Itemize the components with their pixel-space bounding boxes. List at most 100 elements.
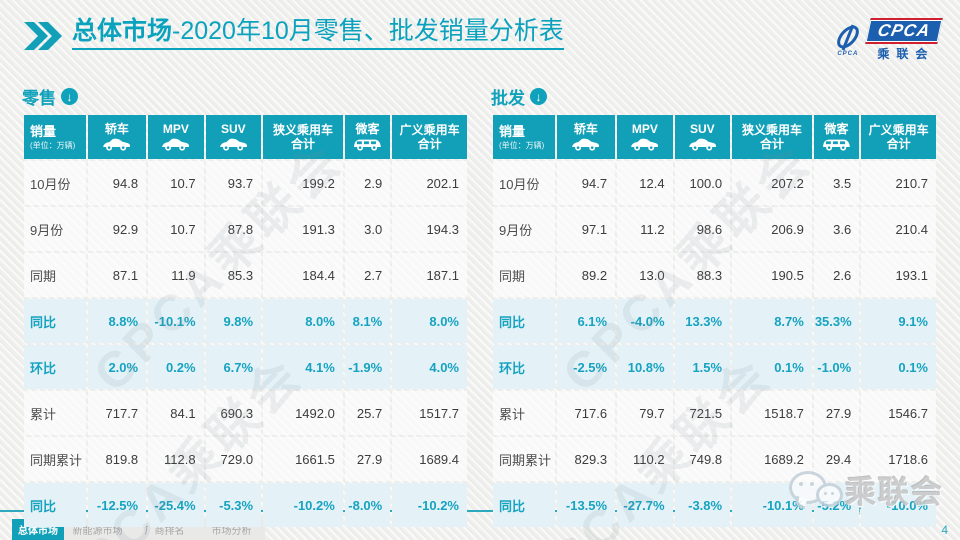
cell: 1492.0 [263, 391, 343, 435]
cell: 1546.7 [861, 391, 936, 435]
row-label: 同期累计 [493, 437, 555, 481]
table-row: 同期 89.2 13.0 88.3 190.5 2.6 193.1 [493, 253, 936, 297]
cell: 3.0 [344, 207, 391, 251]
cell: -5.3% [205, 483, 262, 527]
column-header: 狭义乘用车 合计 [732, 115, 812, 159]
cell: -13.5% [556, 483, 616, 527]
cell: 10.7 [148, 207, 204, 251]
cell: 194.3 [392, 207, 467, 251]
cell: 207.2 [732, 161, 812, 205]
cell: 13.3% [674, 299, 731, 343]
row-label: 同比 [24, 483, 86, 527]
cell: 6.1% [556, 299, 616, 343]
cell: 206.9 [732, 207, 812, 251]
table-row: 10月份 94.7 12.4 100.0 207.2 3.5 210.7 [493, 161, 936, 205]
row-label: 同期累计 [24, 437, 86, 481]
cell: 97.1 [556, 207, 616, 251]
table-row: 环比 -2.5% 10.8% 1.5% 0.1% -1.0% 0.1% [493, 345, 936, 389]
cell: 0.1% [732, 345, 812, 389]
cell: -10.2% [392, 483, 467, 527]
cell: 87.1 [87, 253, 147, 297]
column-header: MPV [617, 115, 673, 159]
cell: 84.1 [148, 391, 204, 435]
column-header: MPV [148, 115, 204, 159]
table-row: 同比 6.1% -4.0% 13.3% 8.7% 35.3% 9.1% [493, 299, 936, 343]
cell: 8.7% [732, 299, 812, 343]
cell: 4.1% [263, 345, 343, 389]
cell: -1.0% [813, 345, 860, 389]
cell: 8.0% [392, 299, 467, 343]
table-row: 10月份 94.8 10.7 93.7 199.2 2.9 202.1 [24, 161, 467, 205]
cell: 717.6 [556, 391, 616, 435]
cell: 721.5 [674, 391, 731, 435]
column-header: 微客 [344, 115, 391, 159]
cell: 98.6 [674, 207, 731, 251]
table-row: 9月份 92.9 10.7 87.8 191.3 3.0 194.3 [24, 207, 467, 251]
cell: -10.1% [148, 299, 204, 343]
wechat-org-text: 乘联会 [845, 475, 944, 510]
cell: 11.9 [148, 253, 204, 297]
cell: 10.7 [148, 161, 204, 205]
table-row: 同比 8.8% -10.1% 9.8% 8.0% 8.1% 8.0% [24, 299, 467, 343]
cell: -25.4% [148, 483, 204, 527]
cell: 1661.5 [263, 437, 343, 481]
cell: 100.0 [674, 161, 731, 205]
van-icon [816, 137, 857, 152]
row-label: 9月份 [24, 207, 86, 251]
column-header: SUV [674, 115, 731, 159]
cell: 819.8 [87, 437, 147, 481]
cell: 25.7 [344, 391, 391, 435]
wechat-watermark: 乘联会 [789, 467, 944, 512]
cell: 2.9 [344, 161, 391, 205]
cell: 8.1% [344, 299, 391, 343]
cell: 729.0 [205, 437, 262, 481]
cpca-acronym: CPCA [865, 18, 943, 44]
cpca-logo: CPCA CPCA 乘联会 [833, 16, 943, 62]
column-header-sales: 销量 (单位：万辆) [493, 115, 555, 159]
cell: 6.7% [205, 345, 262, 389]
car-icon [619, 137, 671, 152]
cell: 27.9 [344, 437, 391, 481]
cell: 9.1% [861, 299, 936, 343]
cell: 11.2 [617, 207, 673, 251]
cell: 690.3 [205, 391, 262, 435]
cell: -3.8% [674, 483, 731, 527]
column-header: 广义乘用车 合计 [861, 115, 936, 159]
cell: 88.3 [674, 253, 731, 297]
van-icon [347, 137, 388, 152]
cell: -10.0% [861, 483, 936, 527]
cell: 92.9 [87, 207, 147, 251]
car-icon [90, 137, 145, 152]
row-label: 累计 [24, 391, 86, 435]
page-title-rest: -2020年10月零售、批发销量分析表 [172, 17, 564, 45]
cell: 1689.2 [732, 437, 812, 481]
header: 总体市场-2020年10月零售、批发销量分析表 CPCA CPCA 乘联会 [24, 16, 943, 62]
cell: 1.5% [674, 345, 731, 389]
row-label: 同期 [493, 253, 555, 297]
cell: 2.6 [813, 253, 860, 297]
column-header: 轿车 [556, 115, 616, 159]
cell: 1689.4 [392, 437, 467, 481]
car-icon [208, 137, 260, 152]
cell: -12.5% [87, 483, 147, 527]
cell: 87.8 [205, 207, 262, 251]
down-arrow-circle-icon: ↓ [530, 88, 547, 105]
cell: 79.7 [617, 391, 673, 435]
cell: 85.3 [205, 253, 262, 297]
cpca-emblem-icon: CPCA [833, 23, 863, 57]
page-number: 4 [941, 523, 948, 537]
cell: 89.2 [556, 253, 616, 297]
cell: 0.1% [861, 345, 936, 389]
column-header: 广义乘用车 合计 [392, 115, 467, 159]
retail-table: 销量 (单位：万辆) 轿车 MPV SUV 狭义乘用车 合计 微客 广义乘用车 合计 10月份 94.… [22, 113, 469, 529]
cell: 190.5 [732, 253, 812, 297]
row-label: 同比 [493, 299, 555, 343]
page-title: 总体市场-2020年10月零售、批发销量分析表 [72, 16, 564, 51]
cell: 29.4 [813, 437, 860, 481]
table-row: 同期 87.1 11.9 85.3 184.4 2.7 187.1 [24, 253, 467, 297]
cell: 4.0% [392, 345, 467, 389]
table-row: 累计 717.6 79.7 721.5 1518.7 27.9 1546.7 [493, 391, 936, 435]
wholesale-table: 销量 (单位：万辆) 轿车 MPV SUV 狭义乘用车 合计 微客 广义乘用车 合计 10月份 94.… [491, 113, 938, 529]
